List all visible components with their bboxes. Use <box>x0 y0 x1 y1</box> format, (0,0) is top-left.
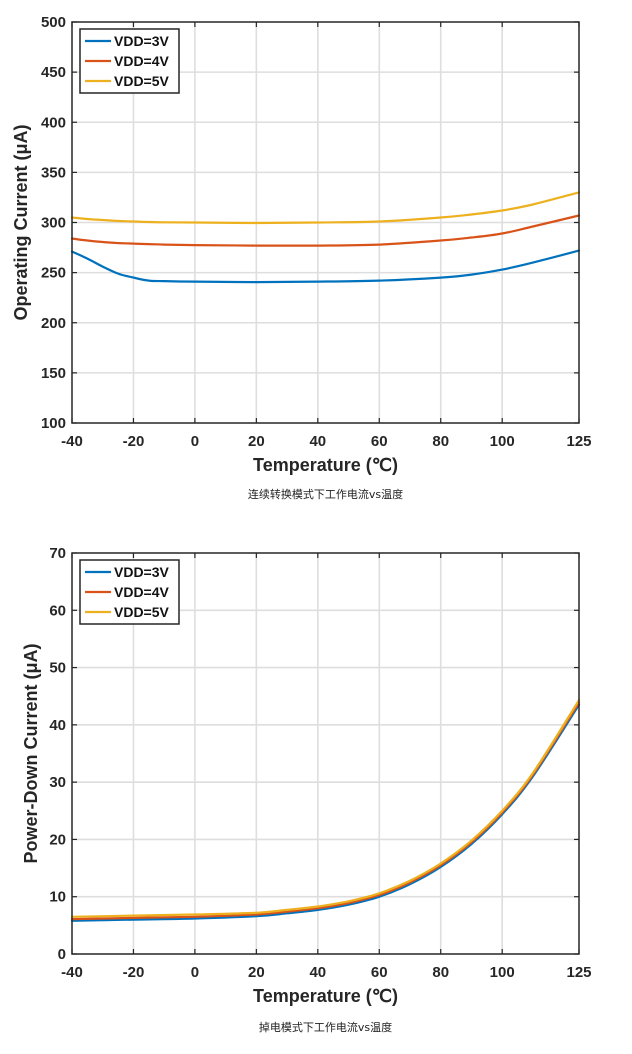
x-axis-label: Temperature (℃) <box>253 455 398 475</box>
legend-label: VDD=3V <box>114 564 170 580</box>
legend-label: VDD=3V <box>114 33 170 49</box>
x-tick-label: 40 <box>309 964 326 981</box>
series-line-vdd-5v <box>70 191 581 225</box>
x-tick-label: 0 <box>191 964 199 981</box>
chart-caption: 连续转换模式下工作电流vs温度 <box>248 487 403 501</box>
y-tick-label: 150 <box>41 365 66 382</box>
legend: VDD=3V VDD=4V VDD=5V <box>79 559 180 625</box>
x-tick-label: 125 <box>566 433 591 450</box>
y-tick-label: 60 <box>49 602 66 619</box>
x-tick-label: 20 <box>248 964 265 981</box>
series-line-vdd-3v <box>70 703 581 922</box>
y-tick-label: 200 <box>41 315 66 332</box>
x-tick-label: 0 <box>191 433 199 450</box>
y-axis-label: Operating Current (μA) <box>11 124 31 320</box>
x-tick-label: -20 <box>123 964 145 981</box>
y-tick-label: 30 <box>49 774 66 791</box>
x-tick-label: 60 <box>371 964 388 981</box>
legend-label: VDD=4V <box>114 584 170 600</box>
y-tick-label: 250 <box>41 265 66 282</box>
power-down-current-plot: -40 -20 0 20 40 60 80 100 125 0 10 20 30 40 50 60 70 Temp… <box>21 545 592 1034</box>
x-tick-label: 100 <box>490 964 515 981</box>
x-tick-label: 60 <box>371 433 388 450</box>
y-tick-label: 300 <box>41 215 66 232</box>
y-tick-label: 20 <box>49 831 66 848</box>
y-tick-label: 40 <box>49 717 66 734</box>
x-tick-label: 40 <box>309 433 326 450</box>
y-tick-label: 0 <box>58 946 66 963</box>
y-axis-label: Power-Down Current (μA) <box>21 643 41 863</box>
legend: VDD=3V VDD=4V VDD=5V <box>79 28 180 94</box>
chart-caption: 掉电模式下工作电流vs温度 <box>259 1020 392 1034</box>
y-tick-label: 70 <box>49 545 66 562</box>
series-lines <box>70 191 581 284</box>
y-tick-label: 400 <box>41 114 66 131</box>
series-lines <box>70 699 581 922</box>
operating-current-plot: -40 -20 0 20 40 60 80 100 125 100 150 200 250 300 350 4… <box>11 14 592 501</box>
legend-label: VDD=5V <box>114 73 170 89</box>
x-tick-label: 80 <box>432 964 449 981</box>
x-tick-label: 20 <box>248 433 265 450</box>
series-line-vdd-5v <box>70 699 581 918</box>
x-tick-label: 80 <box>432 433 449 450</box>
axis-ticks: -40 -20 0 20 40 60 80 100 125 100 150 200 250 300 350 4… <box>41 14 592 450</box>
grid-lines <box>72 553 579 954</box>
x-tick-label: -40 <box>61 964 83 981</box>
series-line-vdd-4v <box>70 701 581 921</box>
y-tick-label: 350 <box>41 164 66 181</box>
legend-label: VDD=4V <box>114 53 170 69</box>
y-tick-label: 450 <box>41 64 66 81</box>
power-down-current-chart: -40 -20 0 20 40 60 80 100 125 0 10 20 30 40 50 60 70 Temp… <box>0 530 632 1054</box>
series-line-vdd-3v <box>70 249 581 284</box>
x-axis-label: Temperature (℃) <box>253 986 398 1006</box>
y-tick-label: 10 <box>49 889 66 906</box>
x-tick-label: -20 <box>123 433 145 450</box>
axis-ticks: -40 -20 0 20 40 60 80 100 125 0 10 20 30 40 50 60 70 <box>49 545 591 981</box>
x-tick-label: 125 <box>566 964 591 981</box>
x-tick-label: 100 <box>490 433 515 450</box>
x-tick-label: -40 <box>61 433 83 450</box>
plot-frame <box>71 552 580 955</box>
operating-current-chart: -40 -20 0 20 40 60 80 100 125 100 150 200 250 300 350 4… <box>0 0 632 520</box>
series-line-vdd-4v <box>70 214 581 247</box>
y-tick-label: 50 <box>49 660 66 677</box>
y-tick-label: 100 <box>41 415 66 432</box>
legend-label: VDD=5V <box>114 604 170 620</box>
y-tick-label: 500 <box>41 14 66 31</box>
